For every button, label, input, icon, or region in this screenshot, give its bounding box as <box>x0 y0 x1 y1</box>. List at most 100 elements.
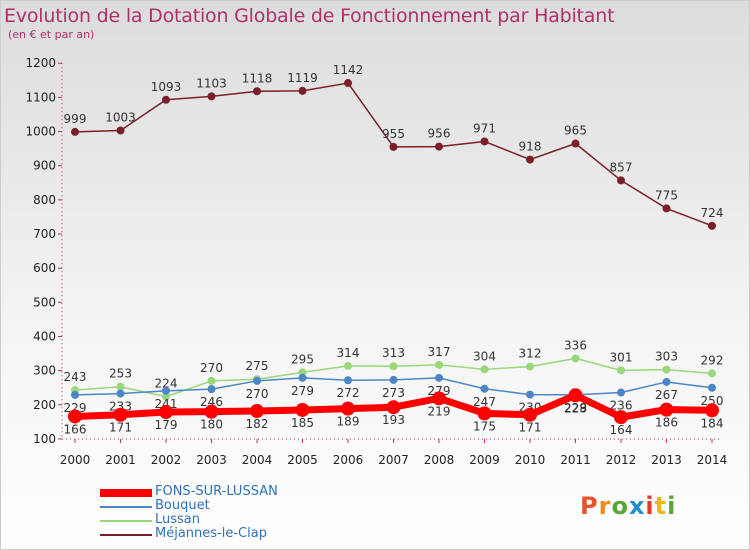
data-label-bouquet: 229 <box>64 401 87 415</box>
data-label-mejannes-le-clap: 1003 <box>105 111 136 125</box>
data-label-lussan: 314 <box>337 346 360 360</box>
y-tick-label: 200 <box>33 398 56 412</box>
data-point-mejannes-le-clap <box>207 92 216 101</box>
data-point-bouquet <box>389 375 398 384</box>
y-tick-label: 500 <box>33 295 56 309</box>
data-label-bouquet: 236 <box>610 399 633 413</box>
x-tick-label: 2009 <box>469 453 500 467</box>
data-point-lussan <box>435 360 443 369</box>
data-point-mejannes-le-clap <box>662 204 671 213</box>
data-label-fons-sur-lussan: 179 <box>155 418 178 432</box>
data-point-lussan <box>708 369 716 378</box>
data-point-mejannes-le-clap <box>617 176 625 185</box>
data-point-bouquet <box>480 384 489 393</box>
legend-swatch <box>100 534 152 536</box>
y-tick-label: 100 <box>33 432 56 446</box>
data-point-fons-sur-lussan <box>477 406 492 421</box>
x-tick-label: 2011 <box>560 453 591 467</box>
x-tick-label: 2013 <box>651 453 682 467</box>
data-label-fons-sur-lussan: 184 <box>701 416 724 430</box>
data-label-lussan: 317 <box>428 345 451 359</box>
data-label-lussan: 313 <box>382 346 405 360</box>
y-tick-label: 1200 <box>25 56 56 70</box>
y-tick-label: 300 <box>33 364 56 378</box>
data-point-fons-sur-lussan <box>386 400 401 415</box>
y-tick-label: 800 <box>33 193 56 207</box>
data-point-lussan <box>116 382 125 391</box>
data-label-mejannes-le-clap: 971 <box>473 121 496 135</box>
data-point-fons-sur-lussan <box>250 403 264 418</box>
y-tick-label: 1100 <box>25 90 56 104</box>
data-point-fons-sur-lussan <box>113 407 128 422</box>
data-label-lussan: 270 <box>200 361 223 375</box>
data-point-bouquet <box>298 373 307 382</box>
data-label-mejannes-le-clap: 999 <box>64 112 87 126</box>
logo-letter: r <box>598 492 612 520</box>
data-label-fons-sur-lussan: 182 <box>246 417 269 431</box>
data-point-lussan <box>571 354 580 363</box>
legend-swatch <box>100 506 152 508</box>
data-point-bouquet <box>435 373 443 382</box>
legend-label: Bouquet <box>155 498 210 513</box>
data-point-fons-sur-lussan <box>204 404 219 419</box>
data-label-fons-sur-lussan: 175 <box>473 419 496 433</box>
data-label-bouquet: 233 <box>109 400 132 414</box>
y-tick-label: 600 <box>33 261 56 275</box>
data-label-bouquet: 273 <box>382 386 405 400</box>
data-point-mejannes-le-clap <box>435 142 443 151</box>
data-label-bouquet: 229 <box>564 401 587 415</box>
data-point-mejannes-le-clap <box>298 86 307 95</box>
x-tick-label: 2012 <box>606 453 637 467</box>
data-label-lussan: 292 <box>701 353 724 367</box>
data-label-bouquet: 247 <box>473 395 496 409</box>
data-label-lussan: 253 <box>109 367 132 381</box>
data-point-mejannes-le-clap <box>480 137 489 146</box>
logo-letter: P <box>580 492 599 520</box>
data-label-lussan: 303 <box>655 350 678 364</box>
data-point-bouquet <box>116 389 125 398</box>
x-tick-label: 2006 <box>333 453 364 467</box>
data-point-fons-sur-lussan <box>68 409 82 424</box>
data-label-lussan: 295 <box>291 352 314 366</box>
data-point-fons-sur-lussan <box>341 401 355 416</box>
y-tick-label: 1000 <box>25 125 56 139</box>
data-label-mejannes-le-clap: 965 <box>564 124 587 138</box>
data-point-fons-sur-lussan <box>295 402 310 417</box>
data-point-bouquet <box>71 390 79 399</box>
data-label-mejannes-le-clap: 1119 <box>287 71 318 85</box>
x-tick-label: 2000 <box>60 453 91 467</box>
data-label-mejannes-le-clap: 1093 <box>151 80 182 94</box>
data-point-mejannes-le-clap <box>571 139 580 148</box>
data-point-mejannes-le-clap <box>253 87 261 96</box>
data-label-bouquet: 241 <box>155 397 178 411</box>
data-label-bouquet: 272 <box>337 386 360 400</box>
data-label-fons-sur-lussan: 219 <box>428 404 451 418</box>
legend-label: Lussan <box>155 512 201 527</box>
data-label-fons-sur-lussan: 171 <box>519 421 542 435</box>
legend-label: Méjannes-le-Clap <box>155 526 267 541</box>
series-line-mejannes-le-clap <box>74 82 713 227</box>
data-label-lussan: 275 <box>246 359 269 373</box>
logo-letter: i <box>645 492 655 520</box>
data-label-mejannes-le-clap: 1142 <box>333 63 364 77</box>
data-point-bouquet <box>207 385 216 394</box>
data-point-bouquet <box>662 377 671 386</box>
data-label-bouquet: 279 <box>291 384 314 398</box>
x-tick-label: 2014 <box>697 453 728 467</box>
data-label-lussan: 243 <box>64 370 87 384</box>
data-label-mejannes-le-clap: 775 <box>655 188 678 202</box>
data-point-mejannes-le-clap <box>389 142 398 151</box>
data-point-bouquet <box>526 390 534 399</box>
data-label-fons-sur-lussan: 193 <box>382 413 405 427</box>
data-point-mejannes-le-clap <box>71 127 79 136</box>
data-point-lussan <box>207 376 216 385</box>
chart-subtitle: (en € et par an) <box>8 28 95 41</box>
data-label-bouquet: 267 <box>655 388 678 402</box>
data-point-fons-sur-lussan <box>659 402 674 417</box>
y-tick-label: 400 <box>33 330 56 344</box>
data-label-bouquet: 270 <box>246 387 269 401</box>
data-point-lussan <box>480 365 489 374</box>
data-point-fons-sur-lussan <box>159 405 173 420</box>
